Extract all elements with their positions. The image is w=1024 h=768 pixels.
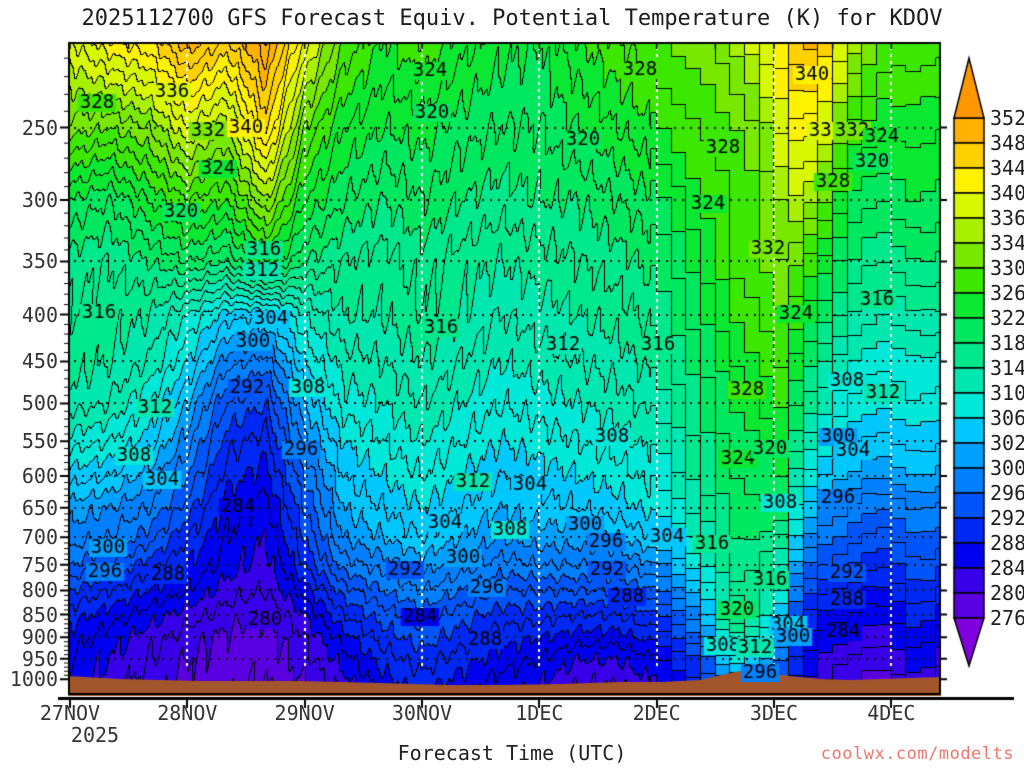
x-tick-label: 29NOV xyxy=(274,701,335,725)
colorbar-tick-label: 302 xyxy=(990,431,1024,455)
x-tick-label: 2DEC xyxy=(632,701,681,725)
y-tick-label: 950 xyxy=(21,646,58,671)
y-tick-label: 400 xyxy=(21,302,58,327)
x-tick-label: 30NOV xyxy=(391,701,453,725)
colorbar-tick-label: 322 xyxy=(990,306,1024,330)
y-tick-label: 1000 xyxy=(9,667,58,692)
colorbar-tick-label: 326 xyxy=(990,281,1024,305)
colorbar-tick-label: 276 xyxy=(990,606,1024,630)
y-tick-label: 650 xyxy=(21,495,58,520)
colorbar-tick-label: 300 xyxy=(990,456,1024,480)
colorbar-tick-label: 352 xyxy=(990,106,1024,130)
y-tick-label: 450 xyxy=(21,349,58,374)
y-tick-label: 900 xyxy=(21,625,58,650)
colorbar-tick-label: 344 xyxy=(990,156,1024,180)
colorbar-tick-label: 336 xyxy=(990,206,1024,230)
colorbar-tick-label: 334 xyxy=(990,231,1024,255)
y-tick-label: 550 xyxy=(21,429,58,454)
colorbar-tick-label: 314 xyxy=(990,356,1024,380)
colorbar-tick-label: 340 xyxy=(990,181,1024,205)
y-tick-label: 500 xyxy=(21,391,58,416)
y-tick-label: 250 xyxy=(21,115,58,140)
colorbar-tick-label: 280 xyxy=(990,581,1024,605)
x-tick-label: 3DEC xyxy=(749,701,799,725)
colorbar-tick-label: 292 xyxy=(990,506,1024,530)
y-tick-label: 300 xyxy=(21,188,58,213)
colorbar-tick-label: 296 xyxy=(990,481,1024,505)
colorbar-tick-label: 284 xyxy=(990,556,1024,580)
x-axis-year-label: 2025 xyxy=(70,723,120,747)
y-tick-label: 800 xyxy=(21,578,58,603)
colorbar-tick-label: 306 xyxy=(990,406,1024,430)
x-tick-label: 27NOV xyxy=(39,701,101,725)
colorbar-tick-label: 318 xyxy=(990,331,1024,355)
x-tick-label: 28NOV xyxy=(157,701,218,725)
colorbar-tick-label: 348 xyxy=(990,131,1024,155)
colorbar-tick-label: 288 xyxy=(990,531,1024,555)
colorbar-tick-label: 310 xyxy=(990,381,1024,405)
y-tick-label: 350 xyxy=(21,249,58,274)
x-axis-title: Forecast Time (UTC) xyxy=(397,741,627,765)
x-tick-label: 4DEC xyxy=(867,701,916,725)
chart-title: 2025112700 GFS Forecast Equiv. Potential… xyxy=(81,6,943,31)
x-tick-label: 1DEC xyxy=(515,701,564,725)
y-tick-label: 600 xyxy=(21,463,58,488)
watermark-link[interactable]: coolwx.com/modelts xyxy=(820,744,1014,764)
colorbar-tick-label: 330 xyxy=(990,256,1024,280)
y-tick-label: 850 xyxy=(21,602,58,627)
y-tick-label: 750 xyxy=(21,552,58,577)
y-tick-label: 700 xyxy=(21,525,58,550)
